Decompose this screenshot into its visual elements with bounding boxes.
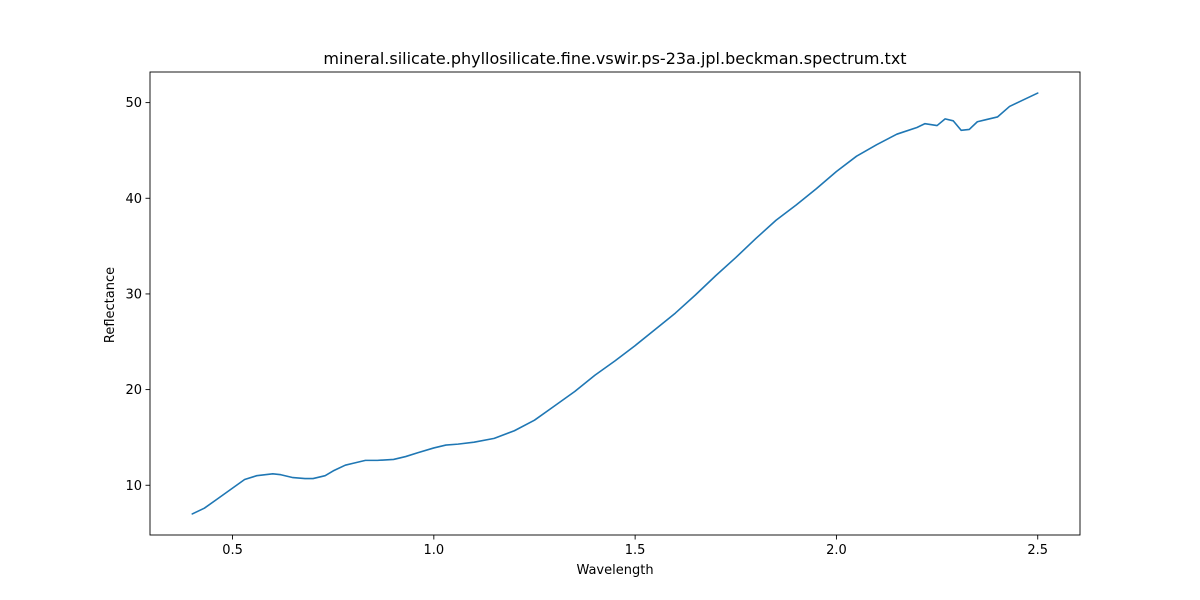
x-tick-label: 0.5 (222, 543, 243, 558)
y-axis-ticks: 10 20 30 40 50 (125, 96, 150, 494)
y-tick-label: 20 (125, 383, 142, 398)
x-tick-label: 2.0 (826, 543, 847, 558)
plot-area-frame (149, 71, 1081, 536)
x-axis-ticks: 0.5 1.0 1.5 2.0 2.5 (222, 535, 1048, 558)
y-tick-label: 50 (125, 96, 142, 111)
chart-title: mineral.silicate.phyllosilicate.fine.vsw… (323, 49, 906, 68)
y-tick-label: 30 (125, 287, 142, 302)
x-axis-label: Wavelength (576, 563, 653, 578)
y-tick-label: 10 (125, 479, 142, 494)
x-tick-label: 1.0 (423, 543, 444, 558)
y-tick-label: 40 (125, 192, 142, 207)
x-tick-label: 2.5 (1027, 543, 1048, 558)
y-axis-label: Reflectance (103, 267, 118, 343)
x-tick-label: 1.5 (625, 543, 646, 558)
reflectance-line (191, 92, 1039, 515)
